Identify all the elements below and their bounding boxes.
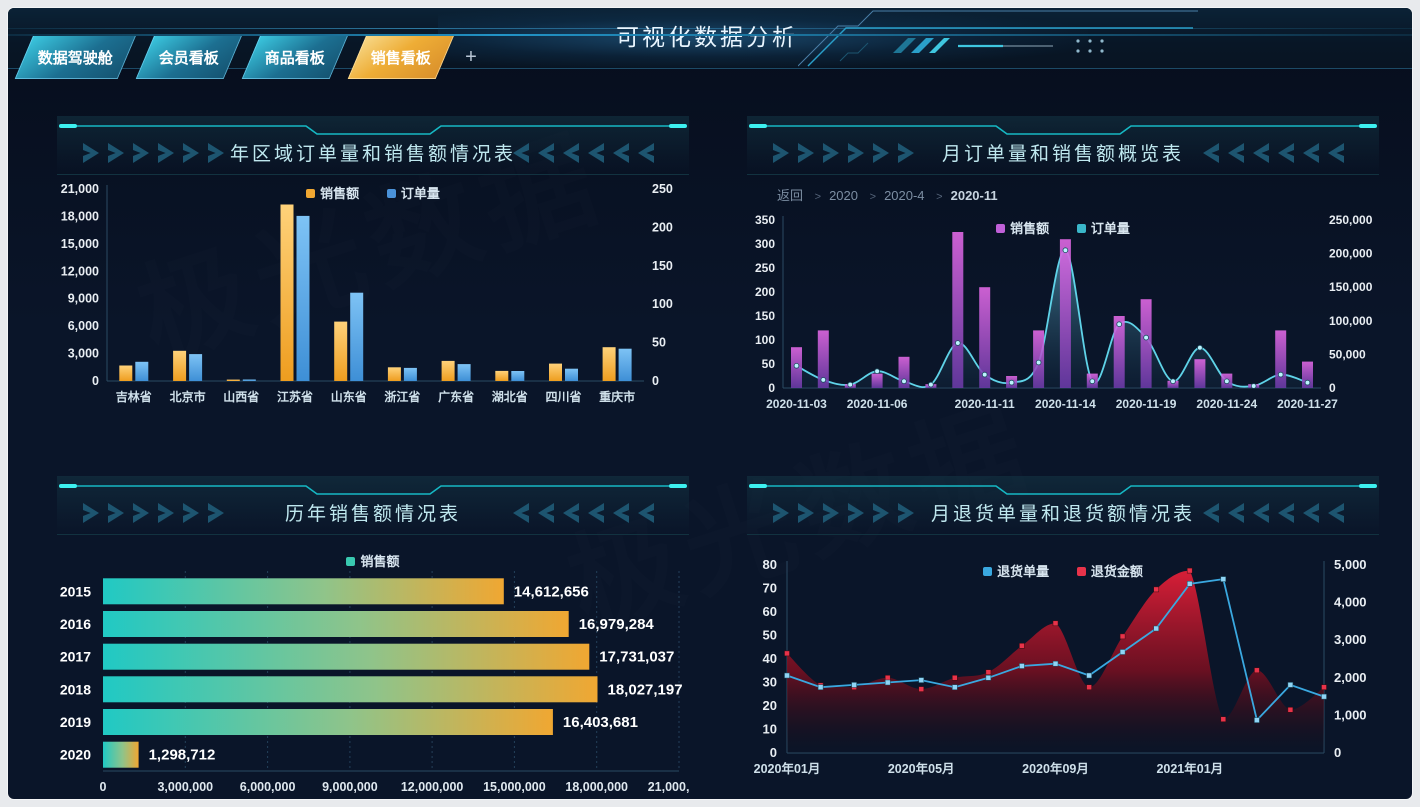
- svg-text:300: 300: [755, 237, 775, 251]
- svg-text:2020-11-03: 2020-11-03: [766, 397, 827, 411]
- svg-text:50,000: 50,000: [1329, 347, 1366, 361]
- svg-text:200,000: 200,000: [1329, 247, 1373, 261]
- svg-text:1,000: 1,000: [1334, 707, 1367, 722]
- svg-text:2017: 2017: [60, 649, 91, 665]
- svg-text:四川省: 四川省: [545, 389, 581, 404]
- svg-text:2020年05月: 2020年05月: [888, 761, 955, 776]
- svg-text:3,000,000: 3,000,000: [157, 780, 213, 794]
- svg-text:2020-11-19: 2020-11-19: [1116, 397, 1177, 411]
- svg-text:4,000: 4,000: [1334, 595, 1367, 610]
- svg-text:2020年01月: 2020年01月: [754, 761, 821, 776]
- svg-text:2020-11-24: 2020-11-24: [1196, 397, 1257, 411]
- svg-text:15,000,000: 15,000,000: [483, 780, 546, 794]
- svg-text:0: 0: [92, 374, 99, 388]
- svg-text:6,000,000: 6,000,000: [240, 780, 296, 794]
- svg-text:40: 40: [763, 651, 777, 666]
- svg-text:21,000: 21,000: [61, 182, 99, 196]
- svg-text:1,298,712: 1,298,712: [149, 747, 216, 764]
- svg-text:6,000: 6,000: [68, 319, 99, 333]
- svg-text:0: 0: [100, 780, 107, 794]
- svg-text:0: 0: [770, 745, 777, 760]
- svg-text:2020-11-11: 2020-11-11: [955, 397, 1015, 411]
- svg-text:50: 50: [762, 357, 776, 371]
- svg-text:150: 150: [755, 309, 775, 323]
- svg-text:2016: 2016: [60, 616, 91, 632]
- svg-text:80: 80: [763, 557, 777, 572]
- svg-text:350: 350: [755, 213, 775, 227]
- svg-text:150,000: 150,000: [1329, 280, 1373, 294]
- svg-text:重庆市: 重庆市: [599, 389, 635, 404]
- svg-text:0: 0: [1329, 381, 1336, 395]
- svg-text:2019: 2019: [60, 714, 91, 730]
- svg-text:17,731,037: 17,731,037: [599, 649, 674, 666]
- svg-text:2021年01月: 2021年01月: [1156, 761, 1223, 776]
- svg-text:山西省: 山西省: [223, 389, 259, 404]
- svg-text:12,000: 12,000: [61, 264, 99, 278]
- svg-text:2020-11-27: 2020-11-27: [1277, 397, 1338, 411]
- svg-text:浙江省: 浙江省: [384, 389, 420, 404]
- svg-text:16,979,284: 16,979,284: [579, 616, 655, 633]
- svg-text:18,027,197: 18,027,197: [608, 681, 683, 698]
- svg-text:2018: 2018: [60, 681, 91, 697]
- svg-text:2015: 2015: [60, 583, 91, 599]
- svg-text:2020-11-06: 2020-11-06: [847, 397, 908, 411]
- svg-text:湖北省: 湖北省: [492, 389, 528, 404]
- svg-text:20: 20: [763, 698, 777, 713]
- svg-text:150: 150: [652, 259, 673, 273]
- svg-text:0: 0: [768, 381, 775, 395]
- svg-text:18,000: 18,000: [61, 209, 99, 223]
- svg-text:18,000,000: 18,000,000: [565, 780, 628, 794]
- svg-text:70: 70: [763, 581, 777, 596]
- svg-text:2020: 2020: [60, 747, 91, 763]
- svg-text:12,000,000: 12,000,000: [401, 780, 464, 794]
- svg-text:0: 0: [1334, 745, 1341, 760]
- svg-text:14,612,656: 14,612,656: [514, 583, 589, 600]
- svg-text:60: 60: [763, 604, 777, 619]
- svg-text:100,000: 100,000: [1329, 314, 1373, 328]
- svg-text:21,000,000: 21,000,000: [648, 780, 689, 794]
- svg-text:250: 250: [652, 182, 673, 196]
- svg-text:2020年09月: 2020年09月: [1022, 761, 1089, 776]
- svg-text:200: 200: [755, 285, 775, 299]
- svg-text:9,000,000: 9,000,000: [322, 780, 378, 794]
- svg-text:250,000: 250,000: [1329, 213, 1373, 227]
- svg-text:2020-11-14: 2020-11-14: [1035, 397, 1096, 411]
- svg-text:200: 200: [652, 220, 673, 234]
- svg-text:江苏省: 江苏省: [277, 389, 313, 404]
- svg-text:3,000: 3,000: [68, 347, 99, 361]
- svg-text:北京市: 北京市: [170, 389, 206, 404]
- svg-text:30: 30: [763, 675, 777, 690]
- svg-text:3,000: 3,000: [1334, 632, 1367, 647]
- svg-text:50: 50: [652, 336, 666, 350]
- svg-text:2,000: 2,000: [1334, 670, 1367, 685]
- svg-text:15,000: 15,000: [61, 237, 99, 251]
- svg-text:16,403,681: 16,403,681: [563, 714, 638, 731]
- svg-text:0: 0: [652, 374, 659, 388]
- svg-text:50: 50: [763, 628, 777, 643]
- svg-text:100: 100: [652, 297, 673, 311]
- svg-text:山东省: 山东省: [331, 389, 367, 404]
- svg-text:吉林省: 吉林省: [116, 389, 152, 404]
- svg-text:广东省: 广东省: [438, 389, 474, 404]
- svg-text:9,000: 9,000: [68, 292, 99, 306]
- svg-text:10: 10: [763, 722, 777, 737]
- svg-text:250: 250: [755, 261, 775, 275]
- svg-text:5,000: 5,000: [1334, 557, 1367, 572]
- svg-text:100: 100: [755, 333, 775, 347]
